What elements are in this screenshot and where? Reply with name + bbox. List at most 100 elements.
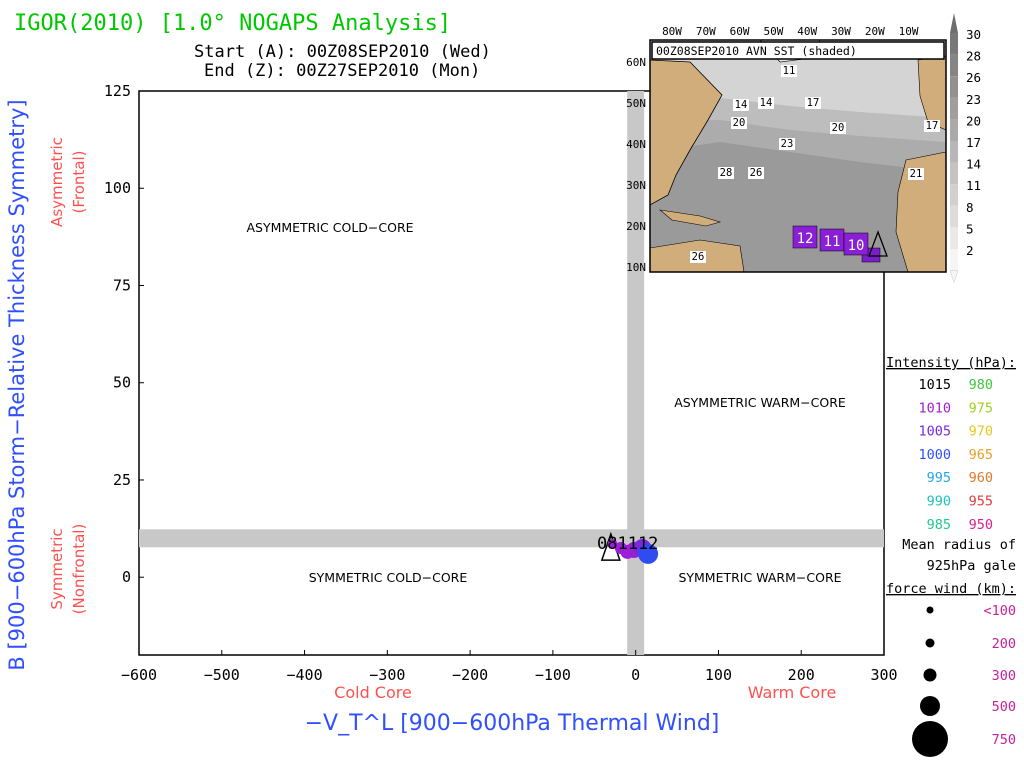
- sst-label-bg: [758, 97, 774, 109]
- y-tick-label: 25: [113, 471, 131, 489]
- sst-label-bg: [805, 97, 821, 109]
- inset-lon-label: 80W: [662, 25, 682, 38]
- radius-marker: [920, 696, 940, 716]
- sst-label: 11: [783, 65, 796, 77]
- sst-label: 21: [910, 168, 923, 180]
- sst-label-bg: [779, 138, 795, 150]
- sst-label: 14: [760, 97, 773, 109]
- colorbar-swatch: [950, 141, 958, 163]
- intensity-left: 1000: [918, 447, 951, 463]
- sst-label-bg: [733, 99, 749, 111]
- sst-label: 20: [733, 117, 746, 129]
- y-tick-label: 75: [113, 276, 131, 294]
- inset-lon-label: 20W: [865, 25, 885, 38]
- inset-lat-label: 50N: [626, 97, 646, 110]
- quadrant-bottom-right: SYMMETRIC WARM−CORE: [678, 570, 841, 585]
- inset-lon-label: 70W: [696, 25, 716, 38]
- track-label: 10: [848, 238, 865, 254]
- intensity-right: 965: [969, 447, 993, 463]
- land-north-america: [649, 59, 723, 206]
- sst-label: 17: [926, 120, 939, 132]
- x-tick-label: 200: [788, 666, 815, 684]
- sst-label-bg: [924, 120, 940, 132]
- intensity-right: 950: [969, 517, 993, 533]
- colorbar-label: 28: [966, 49, 981, 64]
- x-sublabel-warm: Warm Core: [748, 683, 837, 702]
- x-tick-label: −100: [535, 666, 571, 684]
- x-axis-title: −V_T^L [900−600hPa Thermal Wind]: [305, 711, 720, 736]
- inset-title: 00Z08SEP2010 AVN SST (shaded): [656, 44, 857, 58]
- colorbar-label: 14: [966, 157, 981, 172]
- radius-label: 300: [992, 668, 1016, 684]
- radius-marker: [925, 638, 935, 648]
- radius-label: 750: [992, 732, 1016, 748]
- sst-label: 26: [750, 167, 763, 179]
- y-tick-label: 50: [113, 374, 131, 392]
- y-tick-label: 125: [104, 82, 131, 100]
- inset-lon-labels: 80W 70W 60W 50W 40W 30W 20W 10W: [662, 25, 919, 38]
- inset-lat-label: 60N: [626, 56, 646, 69]
- colorbar-swatch: [950, 184, 958, 206]
- chart-title: IGOR(2010) [1.0° NOGAPS Analysis]: [14, 11, 451, 36]
- inset-lat-labels: 60N 50N 40N 30N 20N 10N: [626, 56, 646, 274]
- start-label: Start (A): 00Z08SEP2010 (Wed): [194, 42, 491, 62]
- intensity-left: 995: [927, 470, 951, 486]
- sst-label-bg: [690, 251, 706, 263]
- intensity-left: 985: [927, 517, 951, 533]
- colorbar-label: 11: [966, 178, 981, 193]
- intensity-left: 1015: [918, 377, 951, 393]
- colorbar-swatch: [950, 162, 958, 185]
- intensity-right: 960: [969, 470, 993, 486]
- intensity-right: 980: [969, 377, 993, 393]
- x-tick-label: −500: [204, 666, 240, 684]
- quadrant-top-left: ASYMMETRIC COLD−CORE: [246, 220, 413, 235]
- sst-label: 26: [692, 251, 705, 263]
- y-tick-label: 100: [104, 179, 131, 197]
- track-label: 12: [797, 231, 814, 247]
- inset-lat-label: 20N: [626, 220, 646, 233]
- sst-label: 17: [807, 97, 820, 109]
- y-sublabel-top-line2: (Frontal): [70, 150, 88, 213]
- y-sublabel-bottom-line1: Symmetric: [48, 528, 66, 609]
- intensity-rows: 1015 980 1010 975 1005 970 1000 965 995 960 990 955…: [918, 377, 993, 533]
- inset-lon-label: 50W: [763, 25, 783, 38]
- y-tick-label: 0: [122, 568, 131, 586]
- intensity-left: 1010: [918, 400, 951, 416]
- colorbar-label: 8: [966, 200, 974, 215]
- track-box: [843, 232, 869, 256]
- radius-title-line2: 925hPa gale: [927, 558, 1016, 574]
- colorbar-label: 17: [966, 135, 981, 150]
- radius-label: <100: [983, 603, 1016, 619]
- colorbar-label: 20: [966, 113, 981, 128]
- intensity-title: Intensity (hPa):: [886, 355, 1016, 371]
- radius-marker: [923, 668, 937, 682]
- colorbar-label: 26: [966, 70, 981, 85]
- colorbar-label: 23: [966, 92, 981, 107]
- data-points: [600, 531, 659, 564]
- inset-lon-label: 40W: [797, 25, 817, 38]
- point-labels: 081112: [597, 534, 658, 554]
- radius-marker: [926, 606, 934, 614]
- inset-lat-label: 30N: [626, 179, 646, 192]
- x-tick-label: −600: [121, 666, 157, 684]
- colorbar-label: 30: [966, 27, 981, 42]
- inset-lon-label: 10W: [899, 25, 919, 38]
- colorbar-swatch: [950, 54, 958, 77]
- inset-frame: [649, 39, 947, 273]
- sst-label: 20: [832, 122, 845, 134]
- colorbar-swatch: [950, 205, 958, 228]
- sst-label-bg: [748, 167, 764, 179]
- y-axis-title: B [900−600hPa Storm−Relative Thickness S…: [5, 99, 29, 670]
- colorbar-swatch: [950, 97, 958, 120]
- intensity-right: 955: [969, 494, 993, 510]
- inset-map: 00Z08SEP2010 AVN SST (shaded) 80W 70W 60W 5…: [626, 13, 981, 284]
- colorbar-swatch: [950, 76, 958, 98]
- track-box: [792, 225, 818, 249]
- colorbar-swatch: [950, 119, 958, 141]
- y-ticks: 0 25 50 75 100 125: [104, 82, 144, 586]
- y-sublabel-top-line1: Asymmetric: [48, 137, 66, 227]
- x-ticks: −600 −500 −400 −300 −200 −100 0 100 200 300: [121, 650, 898, 684]
- sst-colorbar: 30 28 26 23 20 17 14 11 8 5 2: [949, 13, 981, 284]
- radius-marker: [912, 721, 948, 757]
